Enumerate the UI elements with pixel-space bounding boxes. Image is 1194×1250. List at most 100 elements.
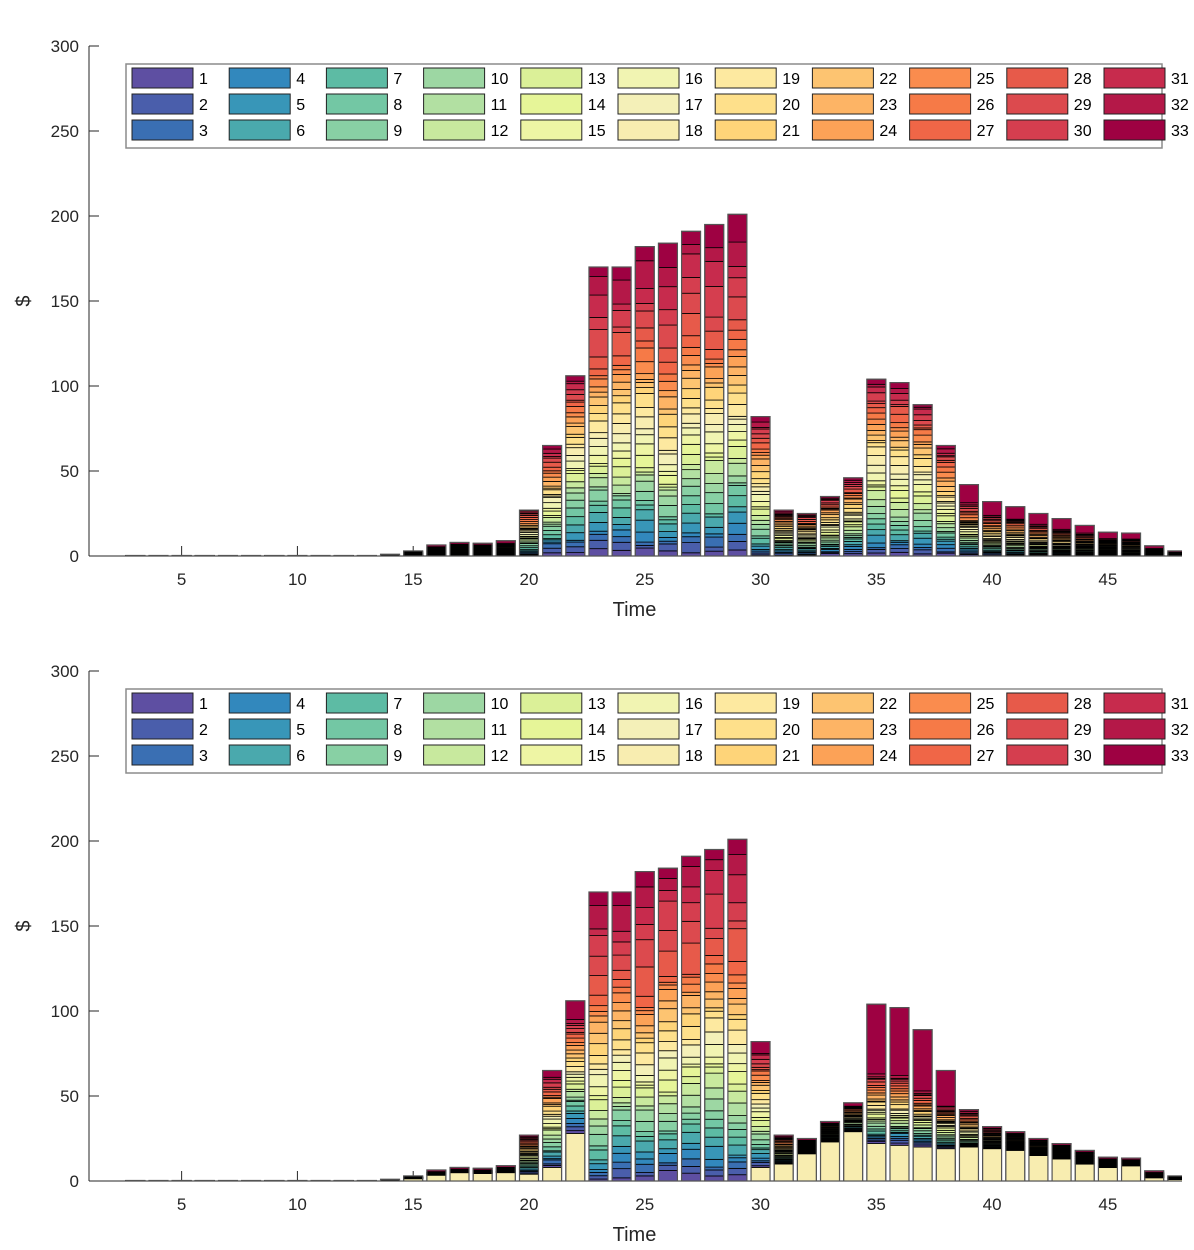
bar-segment-series-16 (912, 479, 933, 485)
bar-segment-series-25 (634, 361, 655, 375)
x-axis-label: Time (613, 599, 657, 621)
bar-segment-series-22 (704, 382, 725, 388)
bar-segment-series-22 (565, 1053, 586, 1059)
bar-outline (1051, 1142, 1072, 1181)
bar-outline (287, 554, 308, 556)
legend-label-12: 12 (491, 123, 509, 140)
legend-label-4: 4 (296, 696, 305, 713)
bar-stack (750, 416, 771, 556)
bar-segment-series-3 (704, 536, 725, 548)
bar-stack (449, 541, 470, 556)
bar-segment-series-15 (588, 1086, 609, 1097)
bar-segment-series-16 (565, 1073, 586, 1078)
bar-segment-series-18 (681, 413, 701, 424)
bar-segment-series-3 (542, 543, 563, 549)
bar-segment-series-25 (611, 369, 632, 375)
bar-outline (1028, 512, 1049, 556)
bar-segment-series-24 (658, 988, 678, 1002)
bar-stack (1097, 531, 1118, 556)
bar-segment-series-19 (611, 413, 632, 424)
bar-segment-series-21 (912, 1111, 933, 1115)
bar-segment-series-27 (750, 442, 771, 450)
bar-stack (1097, 1156, 1118, 1181)
bar-segment-series-27 (611, 979, 632, 988)
bar-outline (1144, 545, 1165, 556)
bar-segment-series-3 (611, 1161, 632, 1170)
bar-segment-series-7 (588, 1149, 609, 1161)
bar-segment-series-33 (866, 1003, 887, 1075)
bar-segment-series-4 (634, 1158, 655, 1165)
bar-segment-series-7 (611, 507, 632, 518)
bar-outline (657, 242, 679, 556)
bar-segment-series-16 (542, 502, 563, 509)
bars (125, 213, 1182, 556)
legend-label-25: 25 (977, 696, 995, 713)
bar-segment-series-17 (634, 1064, 655, 1076)
bar-segment-series-25 (889, 427, 910, 432)
bar-segment-series-11 (565, 1091, 586, 1098)
bar-segment-series-3 (727, 1161, 748, 1169)
y-tick-label: 250 (51, 747, 79, 766)
bar-segment-series-24 (727, 988, 748, 999)
bar-segment-series-20 (843, 507, 864, 513)
bar-outline (796, 512, 817, 556)
bar-outline (1028, 1137, 1049, 1181)
bar-segment-series-31 (588, 928, 609, 936)
bar-segment-series-31 (634, 288, 655, 304)
bar-segment-series-17 (588, 437, 609, 447)
bar-segment-series-1 (611, 549, 632, 556)
legend-label-23: 23 (879, 97, 897, 114)
bar-segment-series-18 (982, 1148, 1003, 1181)
bar-segment-series-9 (658, 1120, 678, 1132)
bar-segment-series-19 (634, 1052, 655, 1066)
bar-segment-series-19 (866, 1104, 887, 1110)
bar-segment-series-4 (912, 543, 933, 548)
bar-segment-series-18 (796, 1153, 817, 1181)
legend-label-13: 13 (588, 71, 606, 88)
bar-segment-series-25 (588, 1011, 609, 1017)
bar-segment-series-25 (750, 1074, 771, 1081)
bar-segment-series-33 (1028, 513, 1049, 525)
bar-segment-series-3 (611, 536, 632, 543)
legend-swatch-31 (1103, 692, 1166, 714)
bar-segment-series-24 (820, 509, 840, 514)
bar-segment-series-2 (611, 1168, 632, 1179)
bar-segment-series-15 (542, 507, 563, 512)
bar-outline (1005, 1131, 1026, 1181)
bar-segment-series-7 (658, 519, 678, 525)
bar-stack (634, 246, 655, 556)
bar-segment-series-14 (542, 510, 563, 516)
legend-label-17: 17 (685, 722, 703, 739)
bar-segment-series-28 (658, 950, 678, 977)
bar-segment-series-12 (634, 1096, 655, 1107)
bar-segment-series-31 (727, 874, 748, 904)
bar-segment-series-29 (588, 329, 609, 358)
legend-swatch-7 (325, 67, 388, 89)
bar-segment-series-11 (704, 1087, 725, 1100)
bar-outline (1120, 1157, 1142, 1181)
bar-segment-series-5 (565, 1112, 586, 1119)
bar-segment-series-24 (634, 1014, 655, 1027)
bar-segment-series-24 (611, 1002, 632, 1012)
legend-swatch-5 (228, 93, 291, 115)
legend-label-27: 27 (977, 123, 995, 140)
legend-swatch-21 (714, 119, 777, 141)
bar-segment-series-25 (866, 418, 887, 425)
legend-swatch-1 (131, 692, 194, 714)
bar-segment-series-4 (658, 537, 678, 542)
bar-segment-series-25 (611, 992, 632, 1003)
legend-label-2: 2 (199, 97, 208, 114)
bar-stack (287, 554, 308, 556)
bar-segment-series-18 (959, 1146, 979, 1181)
legend-swatch-31 (1103, 67, 1166, 89)
legend-label-18: 18 (685, 123, 703, 140)
bar-segment-series-12 (750, 1126, 771, 1132)
bar-segment-series-26 (634, 1007, 655, 1012)
bar-stack (588, 266, 609, 556)
bar-segment-series-6 (912, 532, 933, 539)
bar-segment-series-12 (658, 1095, 678, 1105)
bar-segment-series-8 (727, 484, 748, 497)
bar-segment-series-10 (935, 527, 956, 532)
bar-segment-series-11 (565, 487, 586, 494)
bar-stack (148, 554, 169, 556)
